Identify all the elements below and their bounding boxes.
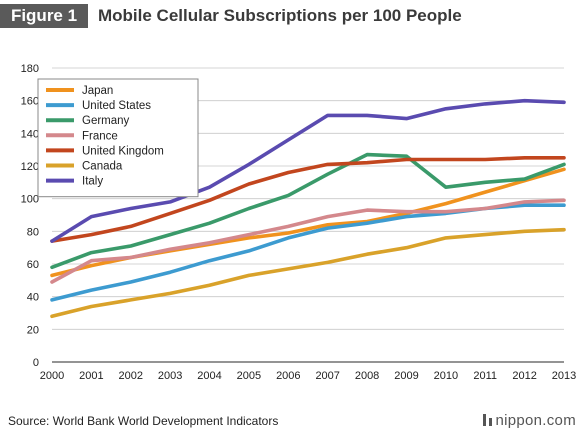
- line-chart: 0 20 40 60 80 100 120 140 160 180 2000 2001 2002 2003…: [21, 63, 577, 382]
- legend-label: United States: [82, 100, 151, 112]
- y-tick-label: 160: [21, 96, 39, 108]
- series-line: [50, 152, 566, 270]
- x-tick-label: 2002: [119, 370, 143, 382]
- x-tick-label: 2005: [237, 370, 261, 382]
- legend-label: Canada: [82, 161, 123, 173]
- source-note: Source: World Bank World Development Ind…: [8, 414, 279, 428]
- legend-label: Japan: [82, 85, 113, 97]
- figure-header: Figure 1 Mobile Cellular Subscriptions p…: [0, 4, 584, 28]
- x-tick-label: 2001: [79, 370, 103, 382]
- series-line: [50, 98, 566, 243]
- series-line: [50, 198, 566, 284]
- y-tick-label: 20: [27, 324, 39, 336]
- x-tick-label: 2000: [40, 370, 64, 382]
- y-tick-label: 180: [21, 63, 39, 75]
- y-tick-label: 0: [33, 357, 39, 369]
- figure-label: Figure 1: [0, 4, 88, 28]
- x-tick-label: 2008: [355, 370, 379, 382]
- series-line: [50, 227, 566, 319]
- x-tick-label: 2007: [315, 370, 339, 382]
- x-tick-label: 2004: [197, 370, 221, 382]
- legend-box: [37, 78, 199, 198]
- legend-label: France: [82, 130, 118, 142]
- x-tick-label: 2012: [512, 370, 536, 382]
- legend-label: Germany: [82, 115, 130, 127]
- brand-logo: nippon.com: [483, 412, 576, 429]
- series-line: [50, 156, 566, 243]
- y-tick-label: 100: [21, 194, 39, 206]
- x-tick-label: 2011: [473, 370, 497, 382]
- x-tick-label: 2010: [434, 370, 458, 382]
- chart-title: Mobile Cellular Subscriptions per 100 Pe…: [98, 6, 462, 25]
- x-tick-label: 2009: [394, 370, 418, 382]
- x-tick-label: 2013: [552, 370, 576, 382]
- x-tick-label: 2006: [276, 370, 300, 382]
- y-tick-label: 80: [27, 226, 39, 238]
- legend-label: United Kingdom: [82, 145, 164, 157]
- series-line: [50, 203, 566, 302]
- x-tick-label: 2003: [158, 370, 182, 382]
- legend-label: Italy: [82, 176, 103, 188]
- y-tick-label: 120: [21, 161, 39, 173]
- y-tick-label: 140: [21, 128, 39, 140]
- y-tick-label: 40: [27, 292, 39, 304]
- brand-text: nippon.com: [495, 412, 576, 429]
- y-tick-label: 60: [27, 259, 39, 271]
